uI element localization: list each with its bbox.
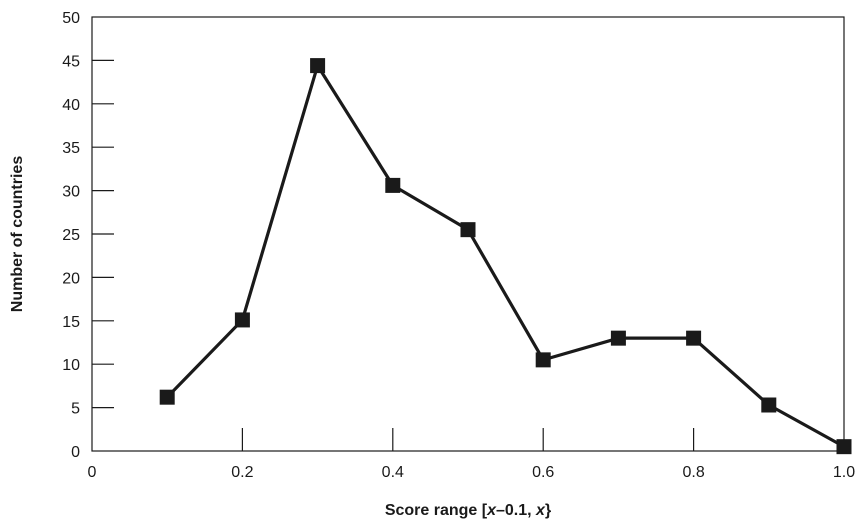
y-tick-label: 35	[62, 140, 80, 157]
x-tick-label: 0.4	[382, 464, 404, 481]
x-axis-ticks: 0 0.2 0.4 0.6 0.8 1.0	[88, 428, 855, 481]
y-tick-label: 10	[62, 357, 80, 374]
data-point-marker	[535, 352, 551, 368]
y-tick-label: 50	[62, 10, 80, 27]
data-point-marker	[159, 389, 175, 405]
x-tick-label: 0.2	[231, 464, 253, 481]
data-point-marker	[385, 177, 401, 193]
y-tick-label: 45	[62, 53, 80, 70]
y-tick-label: 30	[62, 184, 80, 201]
data-point-marker	[686, 330, 702, 346]
data-point-marker	[836, 439, 852, 455]
y-tick-label: 25	[62, 227, 80, 244]
x-tick-label: 1.0	[833, 464, 855, 481]
y-tick-label: 40	[62, 97, 80, 114]
data-point-marker	[460, 222, 476, 238]
data-point-marker	[761, 397, 777, 413]
y-tick-label: 20	[62, 270, 80, 287]
y-tick-label: 15	[62, 314, 80, 331]
x-tick-label: 0	[88, 464, 97, 481]
x-tick-label: 0.6	[532, 464, 554, 481]
series-layer	[159, 58, 852, 455]
x-axis-label: Score range [x–0.1, x}	[385, 502, 551, 519]
y-tick-label: 0	[71, 444, 80, 461]
data-point-marker	[610, 330, 626, 346]
data-point-marker	[234, 312, 250, 328]
series-line	[165, 64, 846, 449]
x-tick-label: 0.8	[682, 464, 704, 481]
data-point-marker	[310, 58, 326, 74]
y-axis-label: Number of countries	[9, 156, 26, 313]
y-tick-label: 5	[71, 401, 80, 418]
y-axis-ticks: 0 5 10 15 20 25 30 35 40 45 50	[62, 10, 114, 461]
